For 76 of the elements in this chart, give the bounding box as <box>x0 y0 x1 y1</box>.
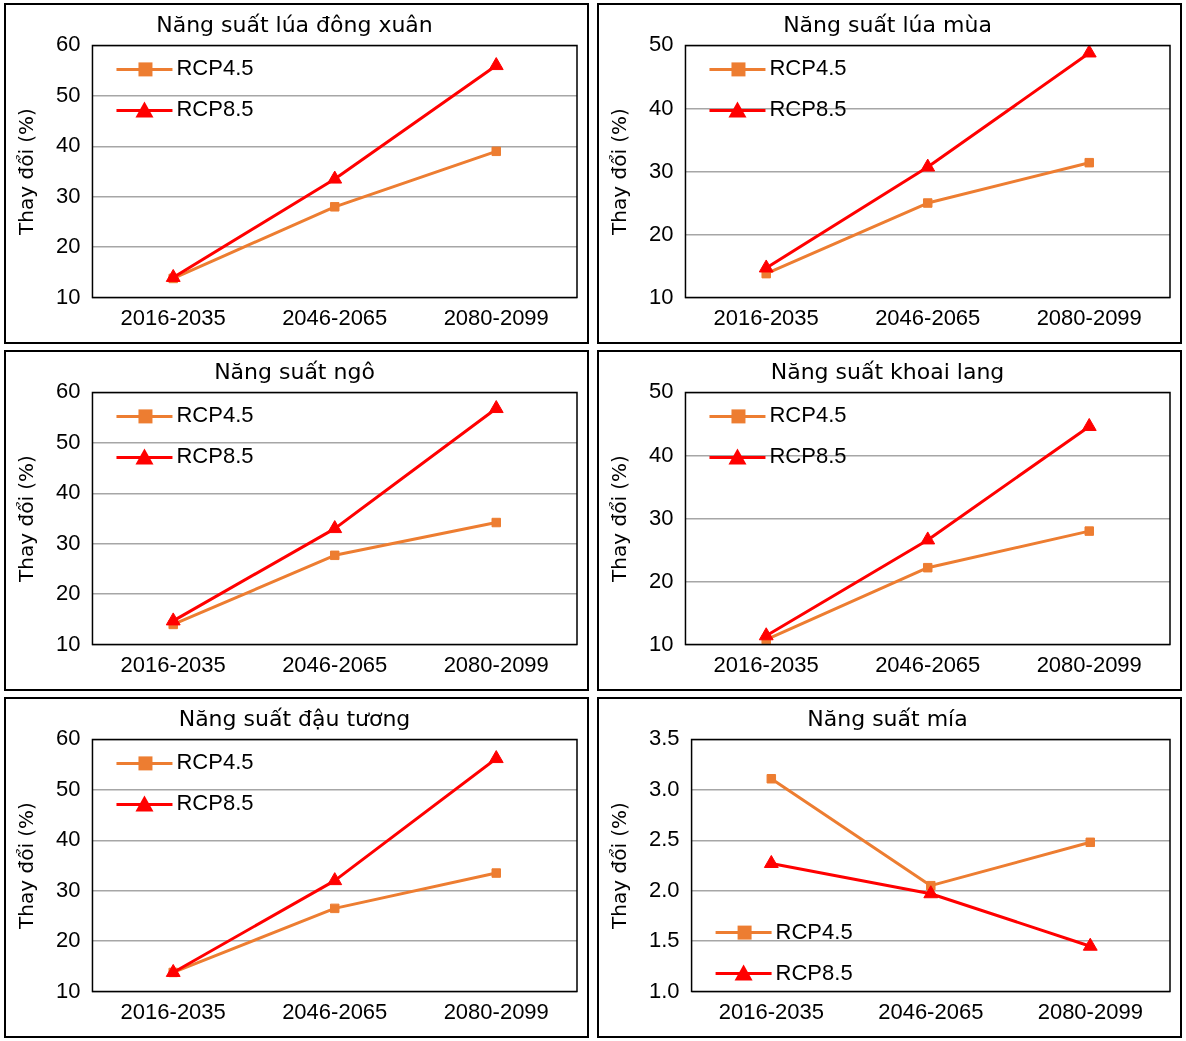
y-tick-label: 10 <box>648 283 674 309</box>
x-tick-label: 2016-2035 <box>713 651 819 677</box>
legend-label: RCP4.5 <box>775 918 853 944</box>
y-tick-label: 2.5 <box>648 826 680 852</box>
y-axis-title: Thay đổi (%) <box>14 455 39 583</box>
y-tick-label: 50 <box>648 378 674 404</box>
x-tick-label: 2046-2065 <box>875 651 981 677</box>
y-tick-label: 50 <box>55 428 81 454</box>
y-tick-label: 1.0 <box>648 977 680 1003</box>
y-tick-label: 20 <box>648 567 674 593</box>
y-tick-label: 60 <box>55 31 81 57</box>
y-tick-label: 10 <box>55 630 81 656</box>
legend-label: RCP8.5 <box>176 96 254 122</box>
legend-label: RCP8.5 <box>769 96 847 122</box>
y-tick-label: 50 <box>55 775 81 801</box>
x-tick-label: 2046-2065 <box>875 304 981 330</box>
y-axis-title: Thay đổi (%) <box>607 802 632 930</box>
y-tick-label: 30 <box>648 157 674 183</box>
y-tick-label: 30 <box>55 182 81 208</box>
y-tick-label: 40 <box>648 441 674 467</box>
y-axis-title: Thay đổi (%) <box>607 455 632 583</box>
y-tick-label: 20 <box>55 927 81 953</box>
x-tick-label: 2080-2099 <box>1036 304 1142 330</box>
x-tick-label: 2080-2099 <box>443 998 549 1024</box>
y-tick-label: 40 <box>55 479 81 505</box>
x-tick-label: 2016-2035 <box>713 304 819 330</box>
y-axis-title: Thay đổi (%) <box>14 802 39 930</box>
legend-label: RCP8.5 <box>775 959 853 985</box>
y-tick-label: 10 <box>55 977 81 1003</box>
y-tick-label: 3.5 <box>648 725 680 751</box>
x-tick-label: 2080-2099 <box>1036 651 1142 677</box>
legend-label: RCP8.5 <box>176 443 254 469</box>
y-axis-title: Thay đổi (%) <box>607 108 632 236</box>
chart-title: Năng suất mía <box>807 705 968 731</box>
y-tick-label: 60 <box>55 378 81 404</box>
y-tick-label: 1.5 <box>648 927 680 953</box>
y-axis-title: Thay đổi (%) <box>14 108 39 236</box>
x-tick-label: 2046-2065 <box>878 998 984 1024</box>
x-tick-label: 2016-2035 <box>120 304 226 330</box>
y-tick-label: 2.0 <box>648 876 680 902</box>
y-tick-label: 50 <box>648 31 674 57</box>
x-tick-label: 2080-2099 <box>443 651 549 677</box>
legend-label: RCP4.5 <box>176 749 254 775</box>
legend-label: RCP4.5 <box>176 402 254 428</box>
chart-title: Năng suất đậu tương <box>178 705 411 731</box>
chart-title: Năng suất khoai lang <box>770 358 1005 384</box>
x-tick-label: 2080-2099 <box>443 304 549 330</box>
y-tick-label: 40 <box>55 826 81 852</box>
legend-label: RCP4.5 <box>176 55 254 81</box>
legend-label: RCP4.5 <box>769 55 847 81</box>
chart-title: Năng suất lúa mùa <box>783 11 992 37</box>
x-tick-label: 2016-2035 <box>120 998 226 1024</box>
y-tick-label: 20 <box>55 233 81 259</box>
chart-title: Năng suất ngô <box>214 358 375 384</box>
y-tick-label: 10 <box>648 630 674 656</box>
y-tick-label: 3.0 <box>648 775 680 801</box>
x-tick-label: 2046-2065 <box>282 651 388 677</box>
y-tick-label: 30 <box>55 529 81 555</box>
y-tick-label: 50 <box>55 81 81 107</box>
x-tick-label: 2046-2065 <box>282 304 388 330</box>
legend-label: RCP8.5 <box>176 790 254 816</box>
y-tick-label: 40 <box>55 132 81 158</box>
legend-label: RCP4.5 <box>769 402 847 428</box>
x-tick-label: 2080-2099 <box>1037 998 1143 1024</box>
x-tick-label: 2046-2065 <box>282 998 388 1024</box>
legend-label: RCP8.5 <box>769 443 847 469</box>
x-tick-label: 2016-2035 <box>120 651 226 677</box>
y-tick-label: 20 <box>648 220 674 246</box>
y-tick-label: 30 <box>648 504 674 530</box>
y-tick-label: 60 <box>55 725 81 751</box>
x-tick-label: 2016-2035 <box>718 998 824 1024</box>
y-tick-label: 40 <box>648 94 674 120</box>
y-tick-label: 30 <box>55 876 81 902</box>
y-tick-label: 20 <box>55 580 81 606</box>
chart-title: Năng suất lúa đông xuân <box>156 11 433 37</box>
y-tick-label: 10 <box>55 283 81 309</box>
